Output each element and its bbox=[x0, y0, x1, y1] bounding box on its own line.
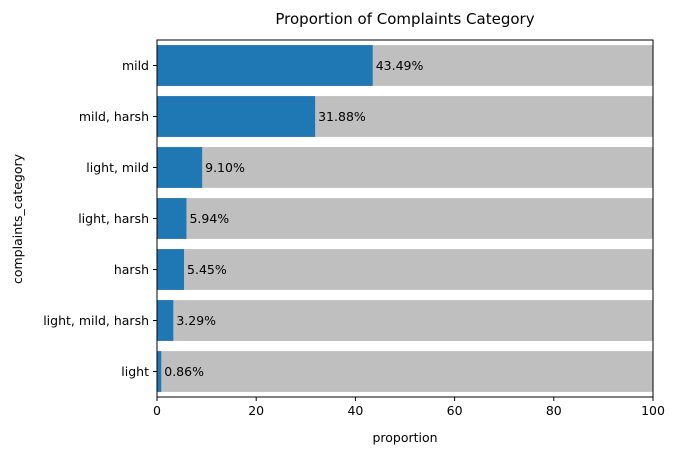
x-tick-label: 80 bbox=[546, 403, 562, 418]
x-tick-label: 0 bbox=[153, 403, 161, 418]
y-tick-label: light, harsh bbox=[78, 211, 149, 226]
y-tick-label: mild, harsh bbox=[79, 109, 149, 124]
bar bbox=[157, 351, 162, 392]
data-label: 3.29% bbox=[176, 313, 216, 328]
x-tick-label: 40 bbox=[347, 403, 363, 418]
bar bbox=[157, 96, 316, 137]
data-label: 5.94% bbox=[189, 211, 229, 226]
bar bbox=[157, 249, 185, 290]
data-label: 31.88% bbox=[318, 109, 366, 124]
x-tick-label: 60 bbox=[447, 403, 463, 418]
background-bar bbox=[157, 147, 653, 188]
x-tick-label: 100 bbox=[641, 403, 665, 418]
data-label: 43.49% bbox=[376, 58, 424, 73]
y-axis-label: complaints_category bbox=[10, 153, 25, 284]
bar bbox=[157, 300, 174, 341]
y-tick-label: light, mild bbox=[86, 160, 149, 175]
bar bbox=[157, 45, 373, 86]
x-tick-label: 20 bbox=[248, 403, 264, 418]
y-axis-ticks: mild mild, harsh light, mild light, harsh ha… bbox=[43, 58, 157, 379]
bar bbox=[157, 147, 203, 188]
data-bars bbox=[157, 45, 373, 392]
background-bars bbox=[157, 45, 653, 392]
chart-title: Proportion of Complaints Category bbox=[275, 10, 534, 28]
data-label: 0.86% bbox=[164, 364, 204, 379]
x-axis-label: proportion bbox=[372, 430, 437, 445]
bar bbox=[157, 198, 187, 239]
data-label: 5.45% bbox=[187, 262, 227, 277]
y-tick-label: harsh bbox=[114, 262, 149, 277]
data-label: 9.10% bbox=[205, 160, 245, 175]
background-bar bbox=[157, 300, 653, 341]
x-axis-ticks: 0 20 40 60 80 100 bbox=[153, 397, 665, 418]
background-bar bbox=[157, 351, 653, 392]
y-tick-label: light, mild, harsh bbox=[43, 313, 149, 328]
y-tick-label: mild bbox=[122, 58, 149, 73]
data-labels: 43.49% 31.88% 9.10% 5.94% 5.45% 3.29% 0.86% bbox=[164, 58, 423, 379]
background-bar bbox=[157, 249, 653, 290]
background-bar bbox=[157, 198, 653, 239]
y-tick-label: light bbox=[121, 364, 149, 379]
